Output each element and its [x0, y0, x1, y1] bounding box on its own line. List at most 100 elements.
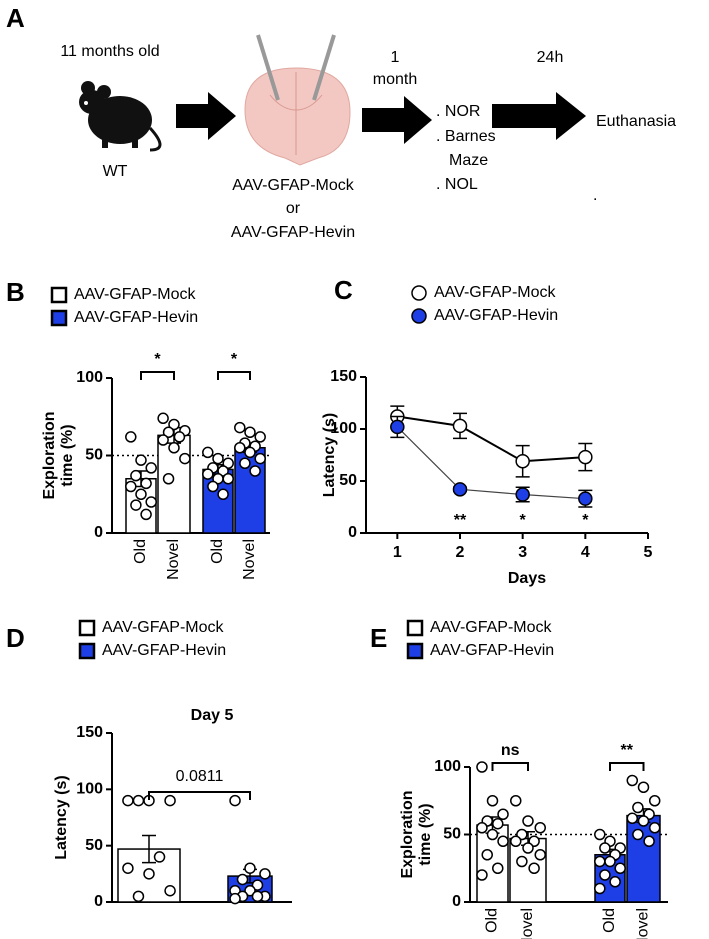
- y-tick-label: 0: [452, 893, 461, 910]
- y-tick-label: 0: [94, 524, 103, 541]
- data-point: [145, 496, 157, 508]
- arrow: [176, 92, 236, 140]
- data-point: [164, 794, 176, 807]
- data-point: [229, 794, 241, 807]
- panel-label: A: [6, 3, 25, 33]
- data-point: [609, 876, 621, 888]
- y-tick-label: 100: [76, 369, 103, 386]
- data-point: [236, 873, 249, 886]
- legend-label: AAV-GFAP-Hevin: [434, 307, 558, 324]
- legend-marker: [78, 619, 96, 637]
- data-point: [522, 815, 534, 827]
- y-axis-label: time (%): [417, 803, 434, 865]
- y-axis-label: Latency (s): [53, 775, 70, 859]
- panel-label: B: [6, 277, 25, 307]
- data-point: [140, 477, 152, 490]
- legend-label: AAV-GFAP-Mock: [430, 619, 553, 636]
- data-point: [145, 462, 157, 474]
- error-bar: [142, 834, 156, 864]
- data-point: [122, 794, 134, 807]
- data-point: [632, 801, 644, 814]
- y-axis-label: time (%): [59, 424, 76, 486]
- brain-icon: [244, 34, 351, 166]
- x-tick-label: 2: [456, 544, 465, 561]
- age-label: 11 months old: [60, 43, 159, 60]
- significance-label: *: [154, 351, 161, 368]
- data-point: [179, 452, 191, 465]
- y-axis-label: Exploration: [399, 790, 416, 878]
- data-point: [476, 822, 488, 834]
- arrow: [492, 92, 586, 140]
- x-tick-label: Old: [132, 539, 149, 564]
- data-point: [626, 774, 639, 787]
- data-point: [239, 457, 251, 469]
- test-label: . Barnes: [436, 128, 496, 145]
- x-tick-label: 1: [393, 544, 402, 561]
- legend-label: AAV-GFAP-Mock: [102, 619, 225, 636]
- data-point: [251, 890, 264, 903]
- data-point: [259, 868, 271, 880]
- x-tick-label: Old: [601, 908, 618, 933]
- data-point: [135, 488, 147, 500]
- data-point: [492, 862, 504, 874]
- x-axis-label: Days: [508, 570, 546, 587]
- x-tick-label: Novel: [241, 539, 258, 580]
- y-tick-label: 50: [443, 826, 461, 843]
- data-point: [130, 469, 142, 482]
- y-tick-label: 100: [330, 420, 357, 437]
- legend-label: AAV-GFAP-Mock: [74, 286, 197, 303]
- data-point: [534, 849, 546, 861]
- data-point: [594, 855, 606, 868]
- y-tick-label: 150: [76, 724, 103, 741]
- y-axis-label: Latency (s): [321, 413, 338, 497]
- data-point: [202, 468, 214, 480]
- panel-label: C: [334, 275, 353, 305]
- data-point: [632, 828, 644, 841]
- data-point: [515, 453, 530, 469]
- data-point: [594, 828, 606, 841]
- data-point: [648, 795, 661, 807]
- data-point: [212, 452, 224, 465]
- treatment-label: AAV-GFAP-Mock: [232, 177, 355, 194]
- data-point: [222, 473, 234, 485]
- treatment-label: or: [286, 200, 301, 217]
- test-label: . NOL: [436, 176, 478, 193]
- data-point: [534, 822, 546, 834]
- endpoint-label: Euthanasia: [596, 113, 676, 130]
- significance-bracket: [217, 371, 251, 380]
- stray-mark: .: [593, 187, 597, 204]
- data-point: [234, 442, 246, 454]
- data-point: [234, 421, 246, 434]
- y-tick-label: 50: [339, 472, 357, 489]
- test-label: Maze: [449, 152, 488, 169]
- comparison-label: 0.0811: [176, 768, 224, 785]
- data-point: [481, 849, 493, 861]
- data-point: [244, 862, 256, 874]
- data-point: [217, 488, 229, 500]
- data-point: [643, 835, 655, 847]
- series-line: [396, 426, 586, 500]
- data-point: [497, 808, 509, 820]
- data-point: [244, 446, 256, 459]
- data-point: [626, 812, 639, 825]
- data-point: [162, 473, 175, 485]
- data-point: [604, 855, 616, 868]
- data-point: [251, 879, 264, 891]
- data-point: [614, 862, 626, 874]
- significance-label: *: [231, 351, 238, 368]
- data-point: [168, 442, 180, 454]
- data-point: [217, 465, 229, 477]
- significance-label: **: [621, 742, 634, 759]
- significance-label: **: [454, 512, 467, 529]
- data-point: [229, 892, 241, 905]
- data-point: [637, 815, 650, 827]
- interval-label: month: [373, 71, 417, 88]
- data-point: [130, 499, 142, 511]
- data-point: [207, 480, 219, 493]
- data-point: [578, 449, 593, 465]
- x-tick-label: 3: [518, 544, 527, 561]
- data-point: [125, 480, 137, 493]
- data-point: [492, 817, 504, 830]
- data-point: [153, 851, 166, 863]
